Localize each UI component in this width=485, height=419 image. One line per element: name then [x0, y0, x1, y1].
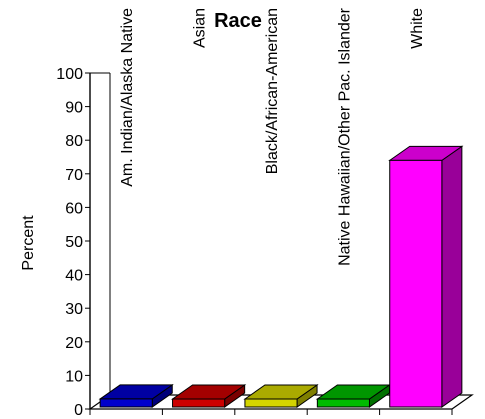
- category-label: White: [409, 8, 426, 49]
- y-tick-label: 80: [65, 133, 83, 150]
- chart-title: Race: [214, 10, 262, 32]
- back-wall: [110, 73, 472, 395]
- y-tick-label: 0: [74, 402, 83, 419]
- bar-front: [389, 159, 443, 408]
- bars: [98, 145, 464, 408]
- y-tick-label: 70: [65, 167, 83, 184]
- category-labels: Am. Indian/Alaska Native Asian Black/Afric…: [119, 7, 426, 266]
- y-tick-label: 10: [65, 368, 83, 385]
- bar: [243, 384, 319, 408]
- y-tick-label: 40: [65, 268, 83, 285]
- category-label: Am. Indian/Alaska Native: [119, 8, 136, 187]
- category-label: Native Hawaiian/Other Pac. Islander: [336, 7, 353, 266]
- bar-front: [99, 398, 153, 408]
- category-label: Asian: [192, 8, 209, 48]
- y-tick-label: 50: [65, 234, 83, 251]
- y-tick-label: 60: [65, 200, 83, 217]
- y-axis-ticks: 0 10 20 30 40 50 60 70 80 90 100: [56, 66, 90, 419]
- bar-front: [244, 398, 298, 408]
- bar-front: [316, 398, 370, 408]
- x-axis-ticks: [89, 409, 453, 415]
- y-tick-label: 20: [65, 335, 83, 352]
- bar-side: [441, 145, 463, 408]
- y-tick-label: 30: [65, 301, 83, 318]
- bar: [388, 145, 464, 408]
- y-tick-label: 90: [65, 100, 83, 117]
- y-tick-label: 100: [56, 66, 83, 83]
- y-axis-label: Percent: [20, 215, 37, 271]
- category-label: Black/African-American: [264, 8, 281, 174]
- bar: [98, 383, 174, 408]
- bar: [170, 384, 247, 408]
- bar-front: [172, 398, 226, 408]
